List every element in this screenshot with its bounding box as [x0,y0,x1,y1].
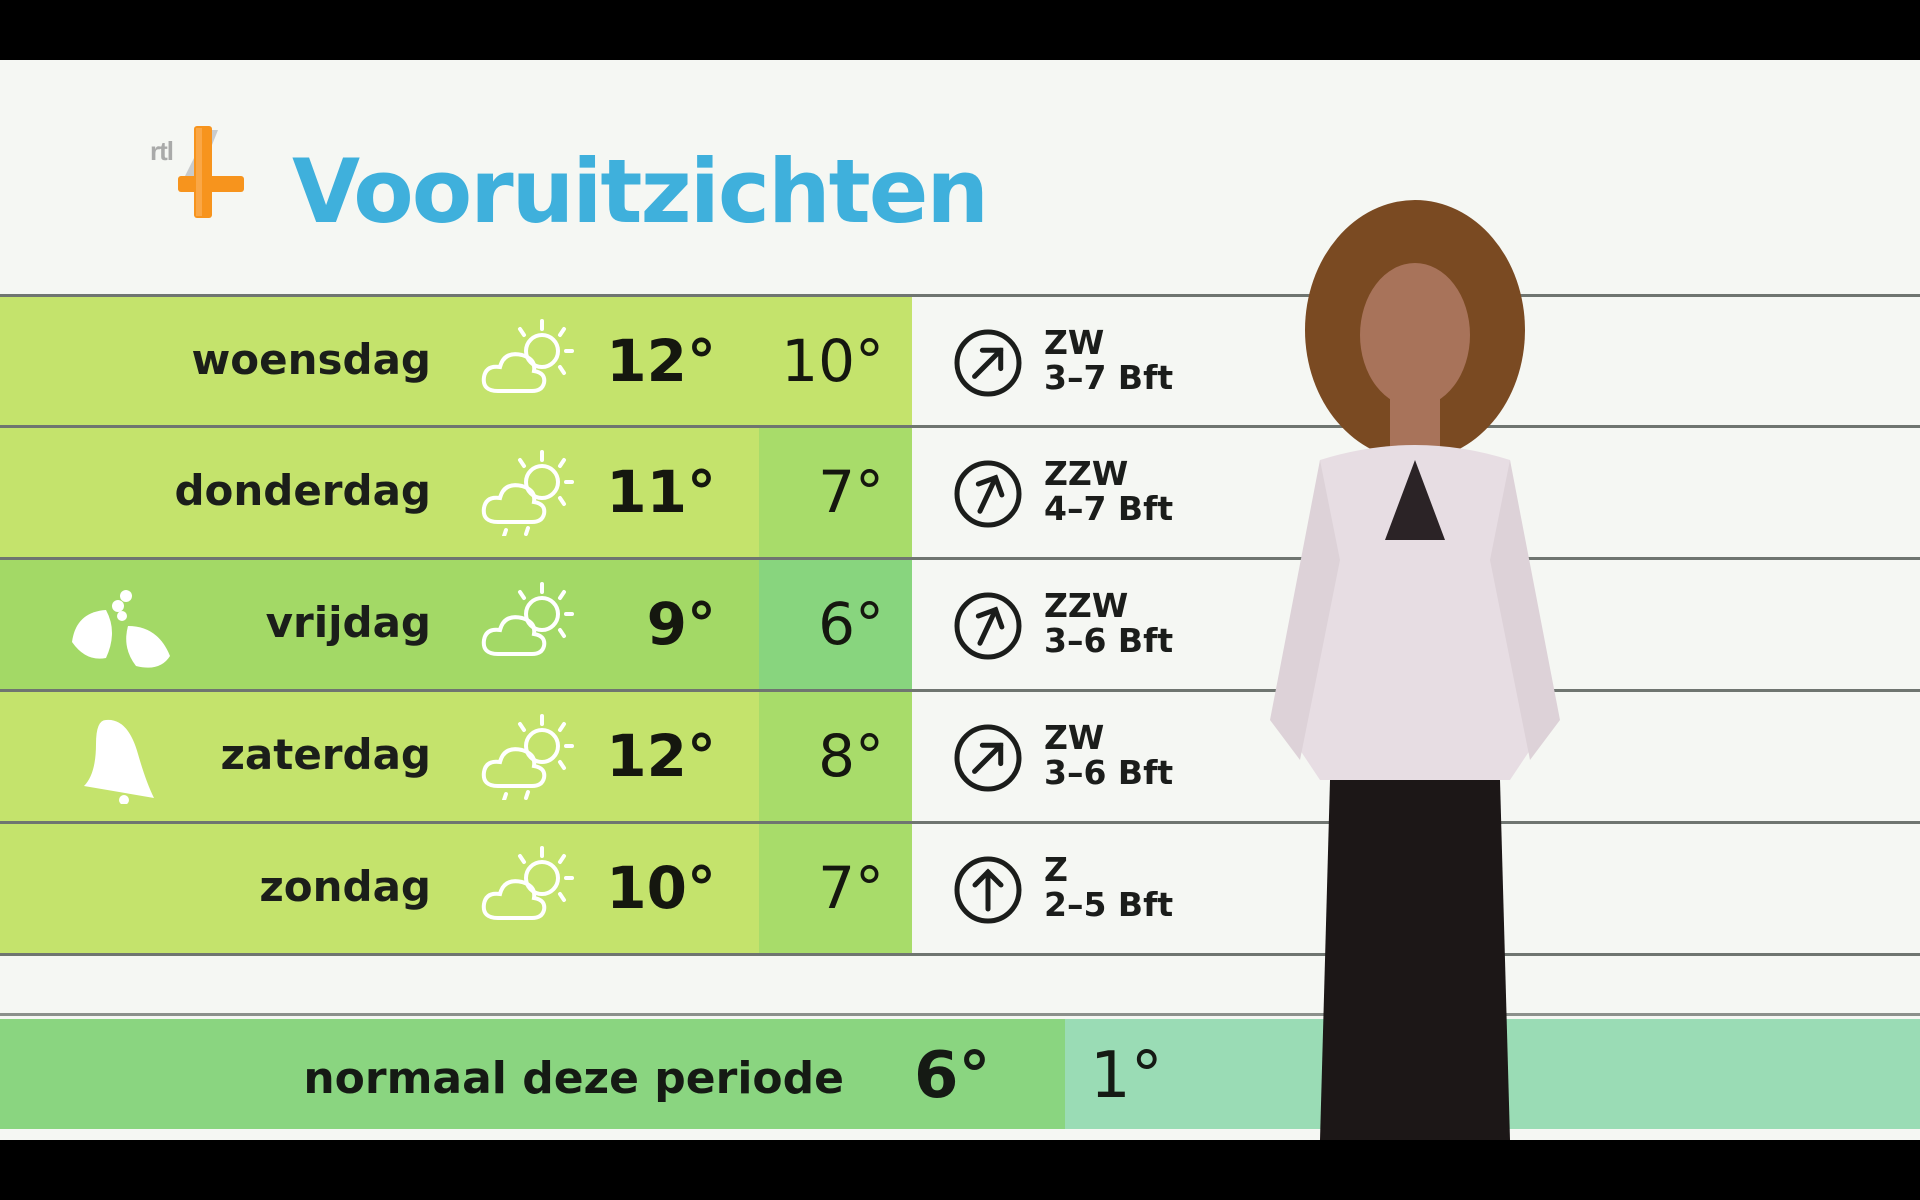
bell-icon [66,714,176,805]
forecast-row: zondag 10° 7° Z 2–5 Bft [0,821,1920,953]
forecast-row: donderdag 11° 7° ZZW 4–7 Bft [0,425,1920,557]
wind-speed: 3–7 Bft [1044,358,1174,397]
high-temp: 12° [606,722,716,790]
low-temp: 10° [781,327,884,395]
wind-direction-arrow-icon [953,855,1023,925]
wind-direction-arrow-icon [953,723,1023,793]
high-temp: 11° [606,458,716,526]
presenter [1270,200,1560,1140]
high-temp: 9° [646,590,716,658]
cloud-sun-drizzle-icon [476,446,586,538]
weather-broadcast-screen: rtl Vooruitzichten woensdag 12° 10° ZW 3… [0,60,1920,1140]
holly-icon [66,582,176,672]
day-name: donderdag [174,466,431,515]
normal-label: normaal deze periode [303,1053,844,1104]
wind-speed: 2–5 Bft [1044,885,1174,924]
normal-period-bar: normaal deze periode 6° 1° [0,1019,1920,1129]
normal-green-section [0,1019,1065,1129]
low-temp-cell [759,692,912,821]
day-name: woensdag [191,335,431,384]
partly-cloudy-icon [476,842,586,932]
wind-speed: 4–7 Bft [1044,489,1174,528]
rtl4-logo: rtl [148,126,248,218]
wind-direction: ZZW [1044,454,1129,493]
wind-speed: 3–6 Bft [1044,753,1174,792]
low-temp-cell [759,560,912,689]
cloud-sun-drizzle-icon [476,710,586,802]
high-temp: 10° [606,854,716,922]
partly-cloudy-icon [476,578,586,668]
row-divider [0,953,1920,956]
page-title: Vooruitzichten [292,140,989,243]
wind-direction-arrow-icon [953,459,1023,529]
low-temp-cell [759,297,912,426]
wind-direction-arrow-icon [953,591,1023,661]
day-name: vrijdag [265,598,431,647]
low-temp-cell [759,428,912,557]
day-name: zaterdag [220,730,431,779]
logo-rtl-text: rtl [150,136,174,166]
divider [0,1013,1920,1016]
wind-direction: ZW [1044,718,1105,757]
forecast-row: zaterdag 12° 8° ZW 3–6 Bft [0,689,1920,821]
low-temp: 7° [818,458,884,526]
wind-speed: 3–6 Bft [1044,621,1174,660]
forecast-row: vrijdag 9° 6° ZZW 3–6 Bft [0,557,1920,689]
low-temp: 8° [818,722,884,790]
wind-direction: Z [1044,850,1068,889]
wind-direction: ZW [1044,323,1105,362]
normal-high: 6° [914,1039,991,1113]
day-name: zondag [259,862,431,911]
low-temp-cell [759,824,912,953]
low-temp: 6° [818,590,884,658]
wind-direction-arrow-icon [953,328,1023,398]
high-temp: 12° [606,327,716,395]
normal-low: 1° [1090,1039,1163,1113]
forecast-row: woensdag 12° 10° ZW 3–7 Bft [0,294,1920,426]
low-temp: 7° [818,854,884,922]
wind-direction: ZZW [1044,586,1129,625]
partly-cloudy-icon [476,315,586,405]
